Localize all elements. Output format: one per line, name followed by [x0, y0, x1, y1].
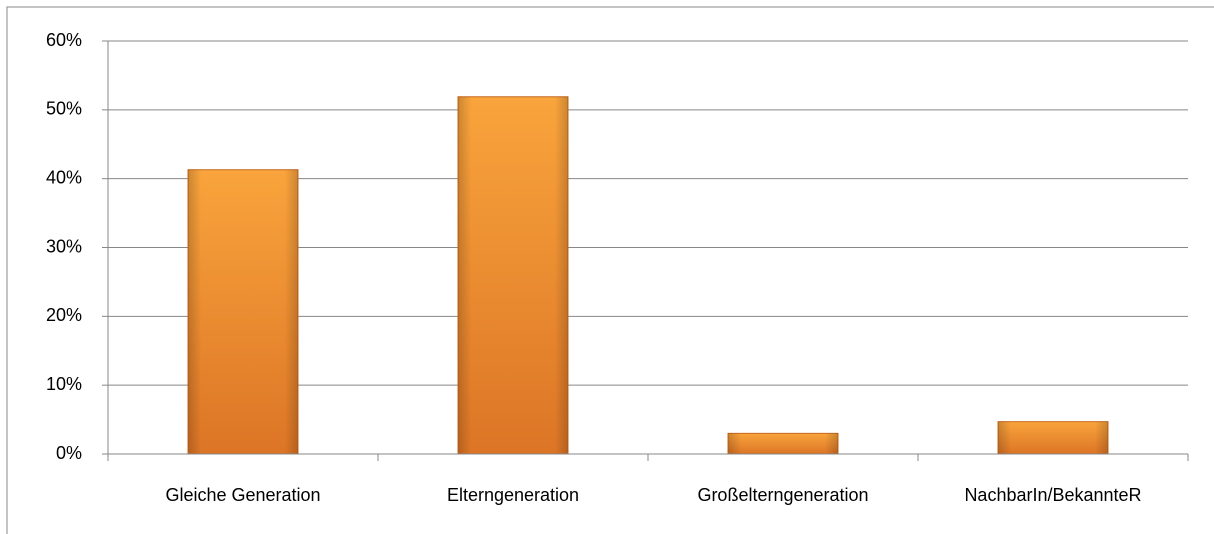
y-tick-label: 30% [46, 236, 82, 256]
y-tick-label: 60% [46, 30, 82, 50]
y-tick-label: 50% [46, 99, 82, 119]
x-tick-label: Großelterngeneration [697, 485, 868, 505]
y-tick-label: 0% [56, 443, 82, 463]
y-tick-label: 10% [46, 374, 82, 394]
bar [187, 169, 299, 455]
chart-border [6, 6, 1214, 534]
bar [997, 421, 1109, 455]
y-tick-label: 20% [46, 305, 82, 325]
x-tick-label: Gleiche Generation [165, 485, 320, 505]
x-tick-label: Elterngeneration [447, 485, 579, 505]
bar [727, 432, 839, 455]
bar [457, 96, 569, 455]
x-tick-label: NachbarIn/BekannteR [964, 485, 1141, 505]
y-tick-label: 40% [46, 167, 82, 187]
